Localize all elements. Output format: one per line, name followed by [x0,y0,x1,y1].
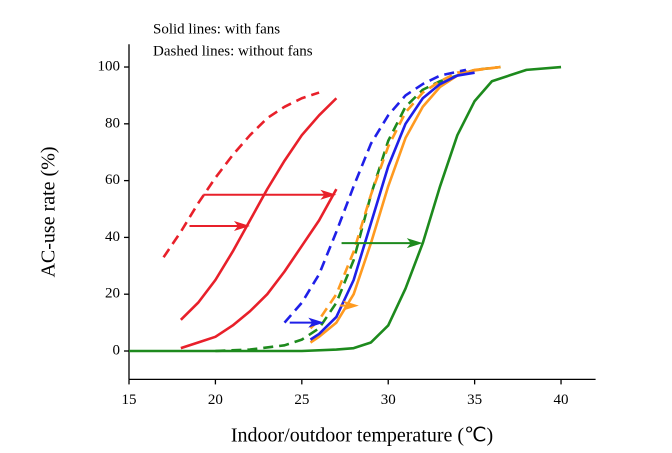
annotation: Dashed lines: without fans [153,43,313,59]
x-tick-label: 30 [381,392,396,408]
arrow-head [233,221,250,232]
x-tick-label: 35 [467,392,482,408]
x-tick-label: 20 [208,392,223,408]
arrow-head [406,238,423,249]
x-tick-label: 15 [122,392,137,408]
series-line [162,91,320,259]
y-tick-label: 0 [113,342,121,358]
series-line [129,65,562,353]
annotation: Solid lines: with fans [153,21,280,37]
arrow-head [342,300,359,311]
series-line [180,188,338,350]
x-tick-label: 40 [554,392,569,408]
series-line [309,71,475,341]
x-tick-label: 25 [294,392,309,408]
y-tick-label: 20 [105,286,120,302]
y-axis-title: AC-use rate (%) [38,146,60,277]
y-tick-label: 80 [105,115,120,131]
series-line [215,65,501,353]
x-axis-title: Indoor/outdoor temperature (℃) [231,425,493,447]
series-line [309,65,501,330]
series-line [179,97,338,321]
y-tick-label: 100 [98,58,121,74]
y-tick-label: 60 [105,172,120,188]
y-tick-label: 40 [105,229,120,245]
arrow-head [320,189,337,200]
series-line [283,68,467,324]
arrow-head [308,317,325,328]
